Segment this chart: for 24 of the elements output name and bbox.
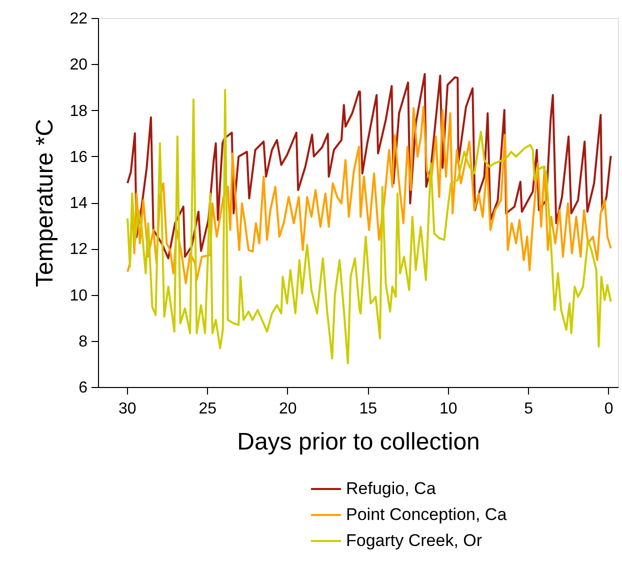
legend-label: Refugio, Ca [346,479,436,498]
y-tick-label: 20 [70,56,88,74]
y-tick-label: 10 [70,287,88,304]
x-tick-label: 15 [359,400,378,418]
y-axis-title: Temperature *C [32,118,59,288]
x-tick-label: 30 [118,400,136,418]
x-tick-label: 5 [524,400,534,418]
line-series [126,88,612,364]
y-tick-label: 14 [70,195,88,212]
x-tick-label: 20 [278,400,297,418]
legend-label: Point Conception, Ca [346,505,508,524]
line-series [126,73,612,260]
x-tick-label: 0 [604,400,614,418]
y-tick-label: 6 [78,380,88,396]
x-axis-title: Days prior to collection [237,428,480,456]
y-tick-label: 12 [70,241,88,258]
legend-label: Fogarty Creek, Or [346,531,482,550]
x-tick-label: 25 [198,400,217,418]
y-tick-label: 8 [78,333,88,350]
line-series [126,106,612,284]
y-tick-label: 22 [70,10,88,28]
y-tick-label: 18 [70,102,88,120]
x-tick-label: 10 [439,400,458,418]
y-tick-label: 16 [70,148,88,166]
